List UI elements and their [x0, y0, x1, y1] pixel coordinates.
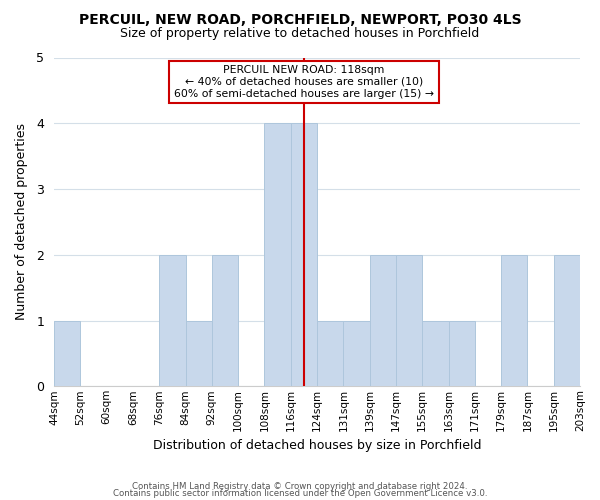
Bar: [554, 255, 580, 386]
Text: Contains HM Land Registry data © Crown copyright and database right 2024.: Contains HM Land Registry data © Crown c…: [132, 482, 468, 491]
Bar: [212, 255, 238, 386]
Y-axis label: Number of detached properties: Number of detached properties: [15, 124, 28, 320]
Bar: [449, 320, 475, 386]
Bar: [185, 320, 212, 386]
Bar: [343, 320, 370, 386]
Text: PERCUIL NEW ROAD: 118sqm
← 40% of detached houses are smaller (10)
60% of semi-d: PERCUIL NEW ROAD: 118sqm ← 40% of detach…: [174, 66, 434, 98]
Text: Contains public sector information licensed under the Open Government Licence v3: Contains public sector information licen…: [113, 490, 487, 498]
X-axis label: Distribution of detached houses by size in Porchfield: Distribution of detached houses by size …: [153, 440, 481, 452]
Text: PERCUIL, NEW ROAD, PORCHFIELD, NEWPORT, PO30 4LS: PERCUIL, NEW ROAD, PORCHFIELD, NEWPORT, …: [79, 12, 521, 26]
Bar: [317, 320, 343, 386]
Bar: [54, 320, 80, 386]
Text: Size of property relative to detached houses in Porchfield: Size of property relative to detached ho…: [121, 28, 479, 40]
Bar: [501, 255, 527, 386]
Bar: [159, 255, 185, 386]
Bar: [422, 320, 449, 386]
Bar: [396, 255, 422, 386]
Bar: [291, 124, 317, 386]
Bar: [370, 255, 396, 386]
Bar: [265, 124, 291, 386]
